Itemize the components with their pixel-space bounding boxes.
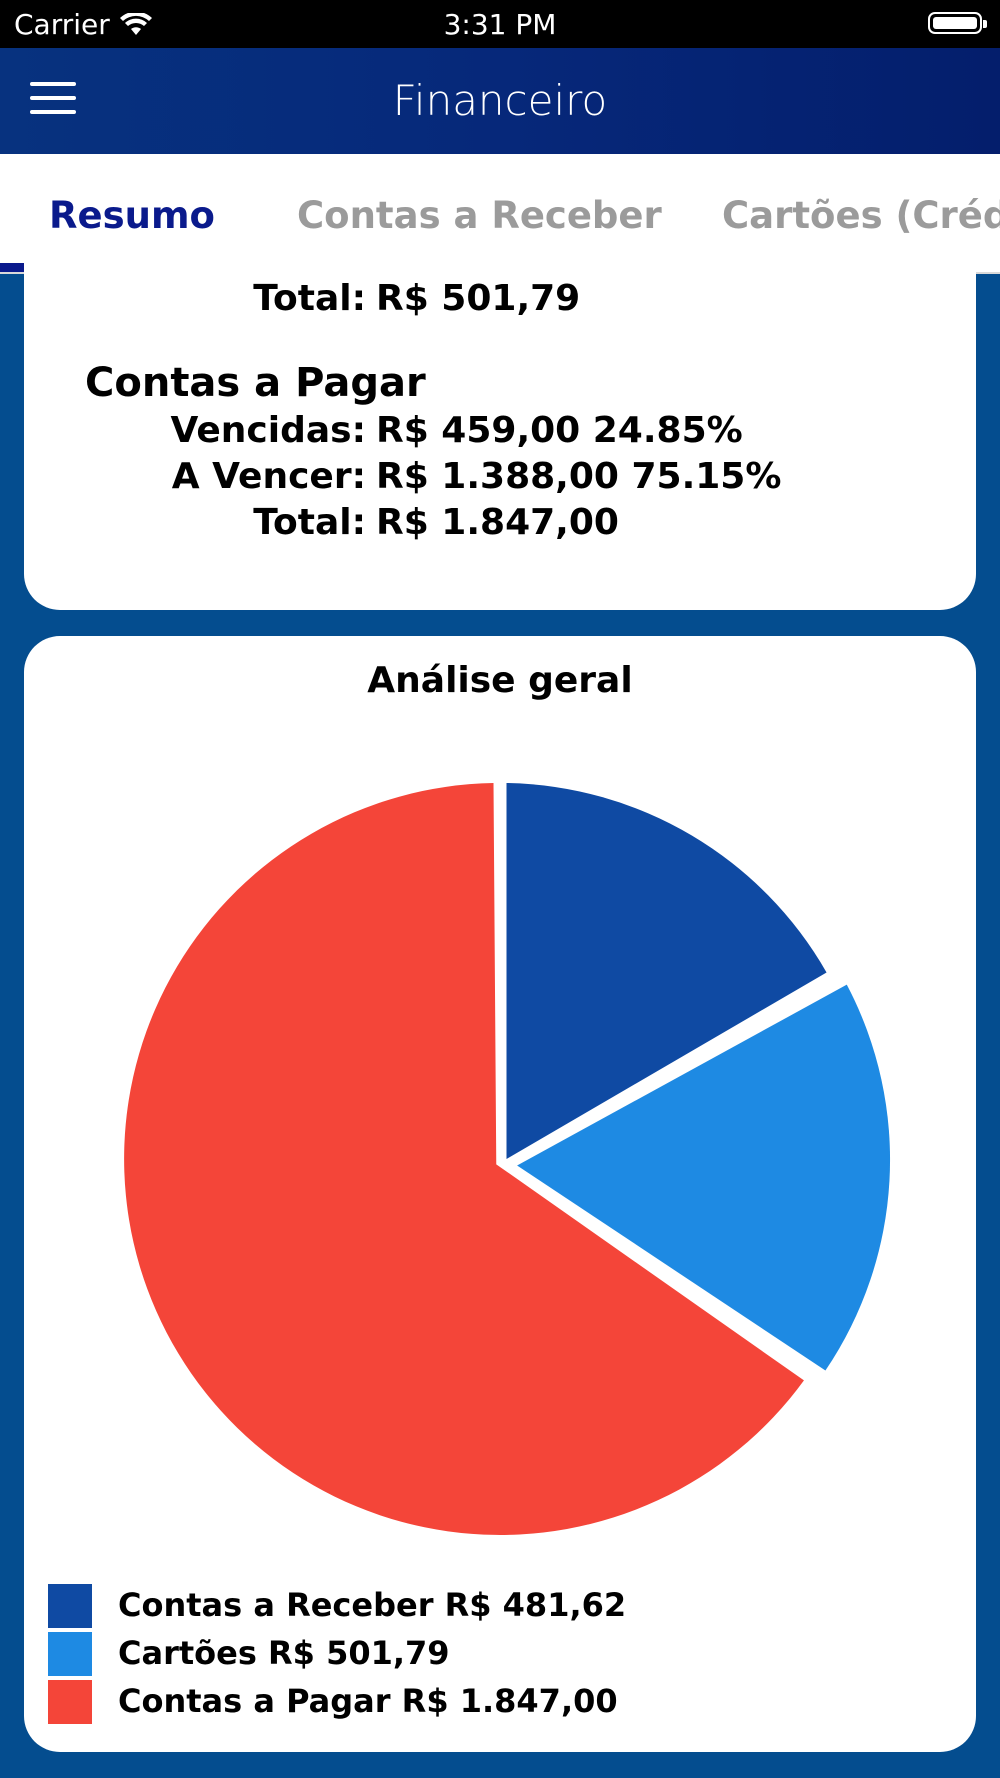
legend-label-cartoes: Cartões R$ 501,79 [118,1634,450,1672]
legend-swatch-cartoes [48,1632,92,1676]
legend-label-contas-a-receber: Contas a Receber R$ 481,62 [118,1586,627,1624]
tab-cartoes[interactable]: Cartões (Crédi [722,194,1000,237]
battery-icon [928,12,987,34]
hamburger-menu-icon[interactable] [30,82,76,120]
tab-contas-a-receber[interactable]: Contas a Receber [297,194,662,237]
summary-card: Total: R$ 501,79 Contas a Pagar Vencidas… [24,240,976,610]
legend-item-contas-a-pagar: Contas a Pagar R$ 1.847,00 [48,1680,748,1724]
page-title: Financeiro [392,76,608,125]
tab-resumo[interactable]: Resumo [49,194,215,237]
wifi-icon [119,12,152,35]
status-time: 3:31 PM [443,8,557,41]
legend-swatch-contas-a-pagar [48,1680,92,1724]
pie-slice-cartoes[interactable] [517,984,891,1371]
nav-bar: Financeiro [0,48,1000,154]
chart-card: Análise geral Contas a Receber R$ 481,62… [24,636,976,1752]
pie-chart [124,783,891,1535]
legend-swatch-contas-a-receber [48,1584,92,1628]
pagar-total-value: R$ 1.847,00 [376,502,619,543]
carrier-label: Carrier [14,8,110,41]
carrier-info: Carrier [14,8,152,41]
legend-item-contas-a-receber: Contas a Receber R$ 481,62 [48,1584,748,1628]
pagar-total-label: Total: [253,502,366,543]
contas-pagar-title: Contas a Pagar [85,360,426,406]
vencidas-label: Vencidas: [170,410,366,451]
previous-total-value: R$ 501,79 [376,278,581,319]
legend-item-cartoes: Cartões R$ 501,79 [48,1632,748,1676]
pie-slice-contas-a-receber[interactable] [506,783,827,1159]
a-vencer-label: A Vencer: [171,456,366,497]
pie-slice-contas-a-pagar[interactable] [124,783,804,1535]
previous-total-label: Total: [253,278,366,319]
vencidas-value: R$ 459,00 24.85% [376,410,743,451]
a-vencer-value: R$ 1.388,00 75.15% [376,456,782,497]
legend-label-contas-a-pagar: Contas a Pagar R$ 1.847,00 [118,1682,618,1720]
status-bar: Carrier 3:31 PM [0,0,1000,48]
chart-title: Análise geral [367,660,633,701]
